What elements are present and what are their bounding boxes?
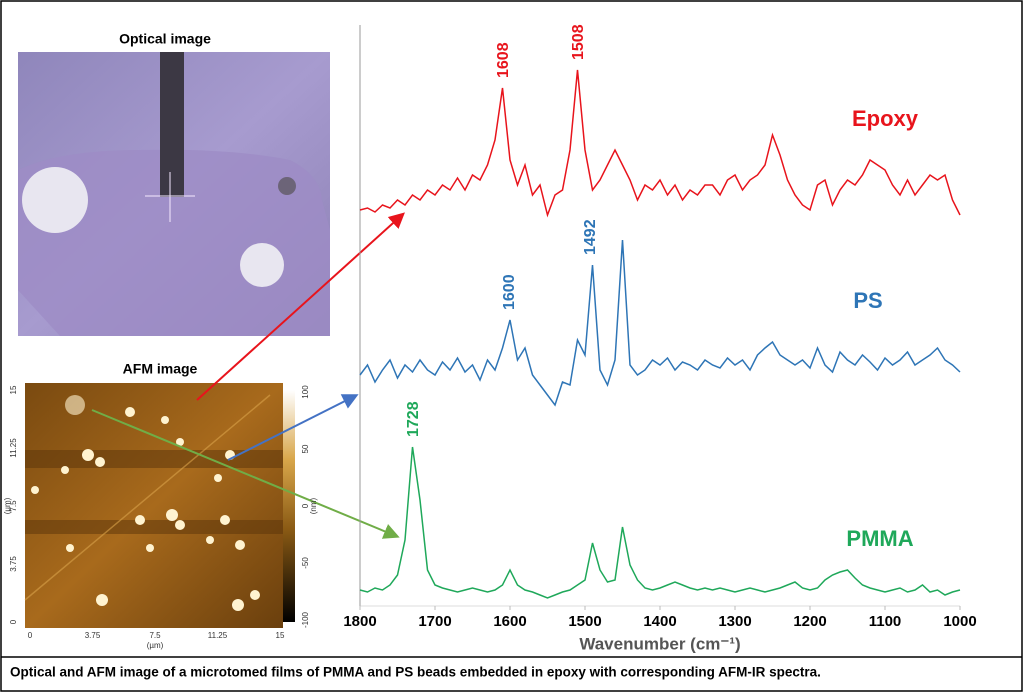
spectrum-line [359,239,961,407]
series-label: PS [853,288,882,313]
x-tick-label: 1500 [568,613,601,630]
afm-x-tick-label: 0 [28,631,33,640]
x-tick-label: 1400 [643,613,676,630]
peak-label: 1608 [495,42,512,78]
spectrum-line [359,446,961,599]
colorbar-tick-label: 0 [301,503,310,508]
colorbar-tick-label: 100 [301,385,310,399]
series-label: Epoxy [852,106,919,131]
afm-image [24,383,295,628]
spectrum-line [359,69,961,218]
afm-y-tick-label: 3.75 [9,556,18,572]
afm-y-tick-label: 11.25 [9,438,18,458]
colorbar-unit: (nm) [309,497,318,514]
x-tick-label: 1700 [418,613,451,630]
afm-y-tick-label: 15 [9,385,18,394]
peak-label: 1728 [405,401,422,437]
optical-image [18,52,330,336]
x-tick-label: 1000 [943,613,976,630]
colorbar-tick-label: -50 [301,557,310,569]
arrow [91,409,400,539]
series-label: PMMA [846,526,913,551]
afm-title: AFM image [123,361,198,377]
afm-x-tick-label: 3.75 [85,631,101,640]
arrow [227,394,359,461]
afm-x-tick-label: 15 [276,631,285,640]
x-tick-label: 1800 [343,613,376,630]
afm-y-unit: (µm) [3,497,12,514]
x-axis-label: Wavenumber (cm⁻¹) [579,634,740,653]
peak-label: 1492 [582,219,599,255]
afm-x-tick-label: 7.5 [149,631,161,640]
colorbar-tick-label: -100 [301,611,310,628]
arrow [196,212,405,401]
afm-x-tick-label: 11.25 [208,631,228,640]
peak-label: 1508 [570,24,587,60]
x-tick-label: 1100 [869,613,902,630]
afm-y-tick-label: 7.5 [9,500,18,512]
x-tick-label: 1300 [718,613,751,630]
caption: Optical and AFM image of a microtomed fi… [10,665,821,680]
x-tick-label: 1200 [793,613,826,630]
optical-title: Optical image [119,31,211,47]
peak-label: 1600 [501,274,518,310]
colorbar-tick-label: 50 [301,444,310,453]
x-tick-label: 1600 [493,613,526,630]
afm-x-unit: (µm) [147,641,164,650]
afm-y-tick-label: 0 [9,619,18,624]
